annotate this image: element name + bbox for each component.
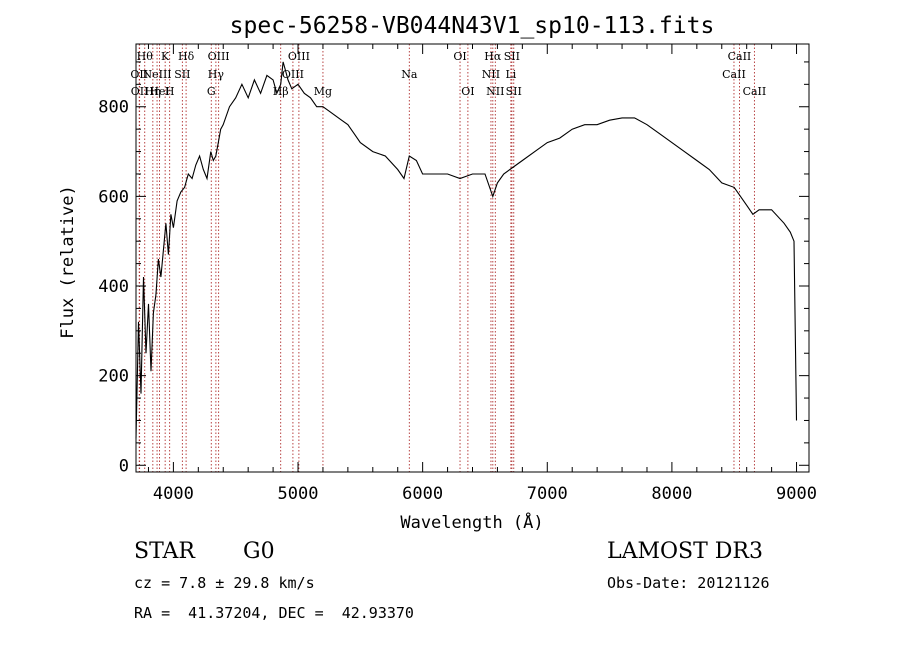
y-tick-label: 400 xyxy=(98,277,129,297)
emission-line-markers xyxy=(138,44,755,472)
emission-line-labels: OIIOIIHθHηNeIIIHeIKHSIIHδGHγOIIIHβOIIIOI… xyxy=(130,50,766,98)
emission-line-label: Hγ xyxy=(208,68,225,81)
emission-line-label: OIII xyxy=(288,50,310,63)
emission-line-label: SII xyxy=(506,85,522,98)
coordinates-text: RA = 41.37204, DEC = 42.93370 xyxy=(134,604,414,622)
plot-frame xyxy=(135,43,810,473)
x-tick-label: 9000 xyxy=(776,484,817,504)
emission-line-label: NeIII xyxy=(142,68,171,81)
emission-line-label: OII xyxy=(130,68,148,81)
y-tick-label: 600 xyxy=(98,187,129,207)
subclass-label: G0 xyxy=(243,539,275,564)
x-axis-label: Wavelength (Å) xyxy=(400,511,543,533)
x-tick-label: 5000 xyxy=(278,484,319,504)
emission-line-label: OI xyxy=(453,50,466,63)
emission-line-label: CaII xyxy=(722,68,746,81)
emission-line-label: OIII xyxy=(208,50,230,63)
y-tick-label: 200 xyxy=(98,367,129,387)
y-axis-label: Flux (relative) xyxy=(58,185,78,339)
emission-line-label: H xyxy=(165,85,175,98)
emission-line-label: CaII xyxy=(743,85,767,98)
emission-line-label: OI xyxy=(461,85,474,98)
emission-line-label: NII xyxy=(482,68,500,81)
x-axis-ticks: 4000 5000 6000 7000 8000 9000 xyxy=(147,44,817,504)
emission-line-label: Na xyxy=(401,68,418,81)
y-tick-label: 0 xyxy=(119,456,129,476)
emission-line-label: G xyxy=(207,85,216,98)
x-tick-label: 6000 xyxy=(402,484,443,504)
class-label: STAR xyxy=(134,539,195,564)
chart-title: spec-56258-VB044N43V1_sp10-113.fits xyxy=(230,13,715,39)
emission-line-label: SII xyxy=(174,68,190,81)
emission-line-label: Hα xyxy=(484,50,502,63)
emission-line-label: NII xyxy=(486,85,504,98)
emission-line-label: Mg xyxy=(314,85,332,98)
emission-line-label: Hθ xyxy=(137,50,154,63)
flux-series-line xyxy=(135,61,798,439)
emission-line-label: Hη xyxy=(145,85,161,98)
emission-line-label: Li xyxy=(505,68,516,81)
redshift-text: cz = 7.8 ± 29.8 km/s xyxy=(134,574,315,592)
y-tick-label: 800 xyxy=(98,98,129,118)
emission-line-label: Hδ xyxy=(178,50,195,63)
emission-line-label: K xyxy=(161,50,170,63)
emission-line-label: SII xyxy=(504,50,520,63)
x-tick-label: 7000 xyxy=(527,484,568,504)
emission-line-label: CaII xyxy=(728,50,752,63)
series-layer xyxy=(135,61,798,439)
obs-date-text: Obs-Date: 20121126 xyxy=(607,574,770,592)
emission-line-label: OII xyxy=(131,85,149,98)
survey-label: LAMOST DR3 xyxy=(607,539,763,564)
x-tick-label: 4000 xyxy=(153,484,194,504)
y-axis-ticks: 0 200 400 600 800 xyxy=(98,61,809,476)
x-tick-label: 8000 xyxy=(651,484,692,504)
emission-line-label: HeI xyxy=(149,85,169,98)
